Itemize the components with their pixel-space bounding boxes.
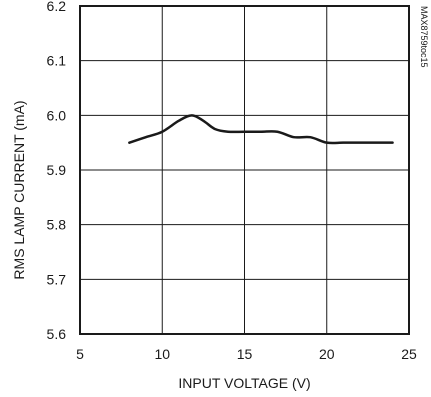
y-tick-label-2: 5.8 xyxy=(47,217,67,233)
plot-frame xyxy=(79,5,410,335)
y-tick-label-1: 5.7 xyxy=(47,271,67,287)
chart-reference-code: MAX8759toc15 xyxy=(419,6,429,68)
y-tick-label-4: 6.0 xyxy=(47,107,67,123)
x-tick-label-1: 10 xyxy=(154,346,170,362)
y-tick-labels: 5.6 5.7 5.8 5.9 6.0 6.1 6.2 xyxy=(47,0,67,342)
x-axis-label: INPUT VOLTAGE (V) xyxy=(178,375,310,391)
y-tick-label-6: 6.2 xyxy=(47,0,67,14)
y-tick-label-3: 5.9 xyxy=(47,162,67,178)
x-tick-label-3: 20 xyxy=(319,346,335,362)
y-axis-label: RMS LAMP CURRENT (mA) xyxy=(11,100,27,279)
y-tick-label-5: 6.1 xyxy=(47,53,67,69)
series-line-0 xyxy=(128,114,394,145)
series-group xyxy=(128,114,394,145)
x-tick-label-2: 15 xyxy=(237,346,253,362)
x-tick-labels: 5 10 15 20 25 xyxy=(76,346,417,362)
x-tick-label-0: 5 xyxy=(76,346,84,362)
x-tick-label-4: 25 xyxy=(401,346,417,362)
y-tick-label-0: 5.6 xyxy=(47,326,67,342)
grid-lines xyxy=(80,6,409,334)
